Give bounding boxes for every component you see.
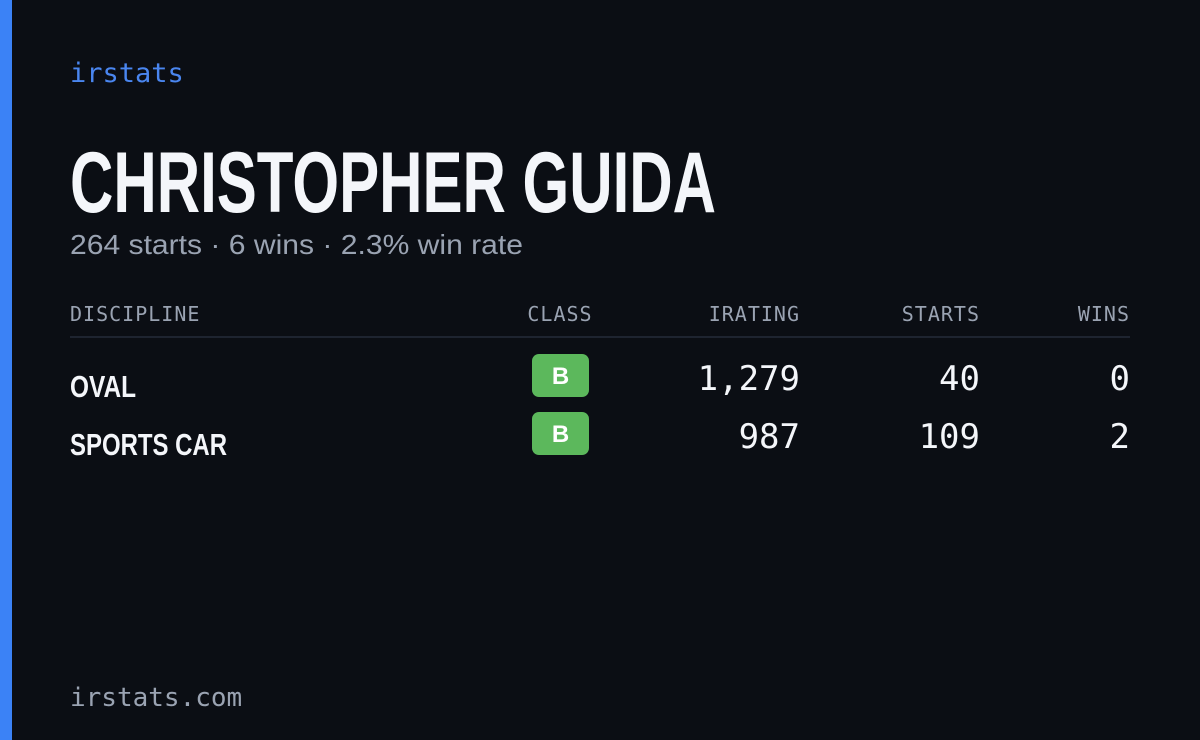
starts: 109: [919, 417, 980, 457]
player-name: CHRISTOPHER GUIDA: [70, 135, 716, 231]
class-letter: B: [552, 421, 569, 448]
subtitle: 264 starts · 6 wins · 2.3% win rate: [70, 229, 523, 260]
discipline: SPORTS CAR: [70, 427, 227, 462]
table-row: OVAL B 1,279 40 0: [70, 354, 1130, 404]
discipline: OVAL: [70, 369, 136, 404]
irating: 1,279: [698, 359, 800, 399]
wins: 0: [1110, 359, 1130, 399]
table-row: SPORTS CAR B 987 109 2: [70, 412, 1130, 462]
brand: irstats: [70, 58, 184, 89]
column-header: IRATING: [709, 302, 800, 326]
class-badge: [532, 412, 589, 455]
stats-table: DISCIPLINE CLASS IRATING STARTS WINS OVAL B 1,2…: [70, 302, 1130, 462]
accent-bar: [0, 0, 12, 740]
column-header: CLASS: [527, 302, 592, 326]
starts: 40: [939, 359, 980, 399]
column-header: DISCIPLINE: [70, 302, 200, 326]
wins: 2: [1110, 417, 1130, 457]
column-header: STARTS: [902, 302, 980, 326]
class-letter: B: [552, 363, 569, 390]
column-header: WINS: [1078, 302, 1130, 326]
footer: irstats.com: [70, 683, 242, 713]
irating: 987: [739, 417, 800, 457]
class-badge: [532, 354, 589, 397]
